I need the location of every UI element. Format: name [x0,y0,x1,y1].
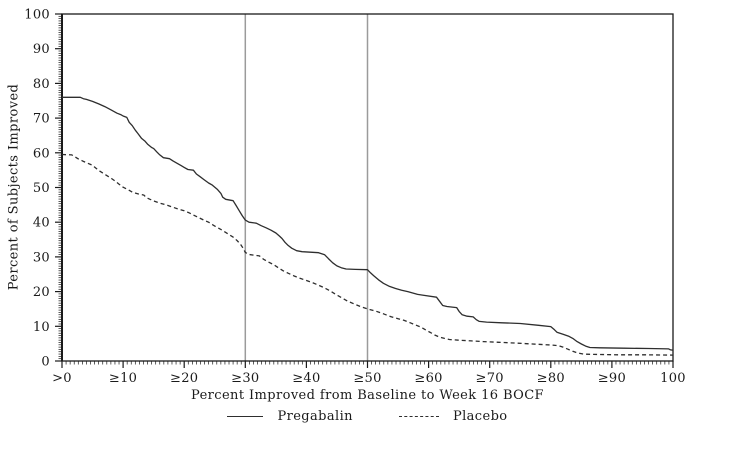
y-tick-label: 70 [33,112,50,127]
x-tick-label: ≥20 [170,371,198,386]
x-tick-label: ≥10 [109,371,137,386]
y-tick-labels: 0 10 20 30 40 50 60 70 80 90 100 [24,8,50,370]
y-tick-label: 10 [33,320,50,335]
y-tick-label: 90 [33,42,50,57]
y-tick-label: 20 [33,285,50,300]
legend-item-placebo: Placebo [398,409,508,424]
x-tick-label: ≥40 [292,371,320,386]
x-tick-label: ≥50 [353,371,381,386]
axis-ticks [55,13,674,368]
y-axis-title: Percent of Subjects Improved [6,83,22,291]
pregabalin-solid-line-swatch [227,416,264,417]
x-tick-labels: >0 ≥10 ≥20 ≥30 ≥40 ≥50 ≥60 ≥70 ≥80 ≥90 100 [52,371,686,386]
x-tick-label: ≥30 [231,371,259,386]
x-tick-label: 100 [660,371,686,386]
y-tick-label: 100 [24,8,50,23]
reference-lines [244,14,369,361]
legend: Pregabalin Placebo [62,409,673,424]
pregabalin-curve [62,96,674,351]
y-tick-label: 60 [33,146,50,161]
x-tick-label: ≥80 [537,371,565,386]
legend-item-pregabalin: Pregabalin [227,409,353,424]
y-tick-label: 50 [33,181,50,196]
x-tick-label: ≥70 [476,371,504,386]
legend-label-placebo: Placebo [452,409,508,424]
y-tick-label: 40 [33,216,50,231]
x-tick-label: ≥60 [414,371,442,386]
x-axis-title: Percent Improved from Baseline to Week 1… [191,388,544,403]
y-tick-label: 0 [41,355,50,370]
x-tick-label: ≥90 [598,371,626,386]
placebo-dashed-line-swatch [398,416,439,417]
legend-label-pregabalin: Pregabalin [277,409,353,424]
placebo-curve [61,153,674,356]
x-tick-label: >0 [52,371,72,386]
y-tick-label: 30 [33,250,50,265]
y-tick-label: 80 [33,77,50,92]
